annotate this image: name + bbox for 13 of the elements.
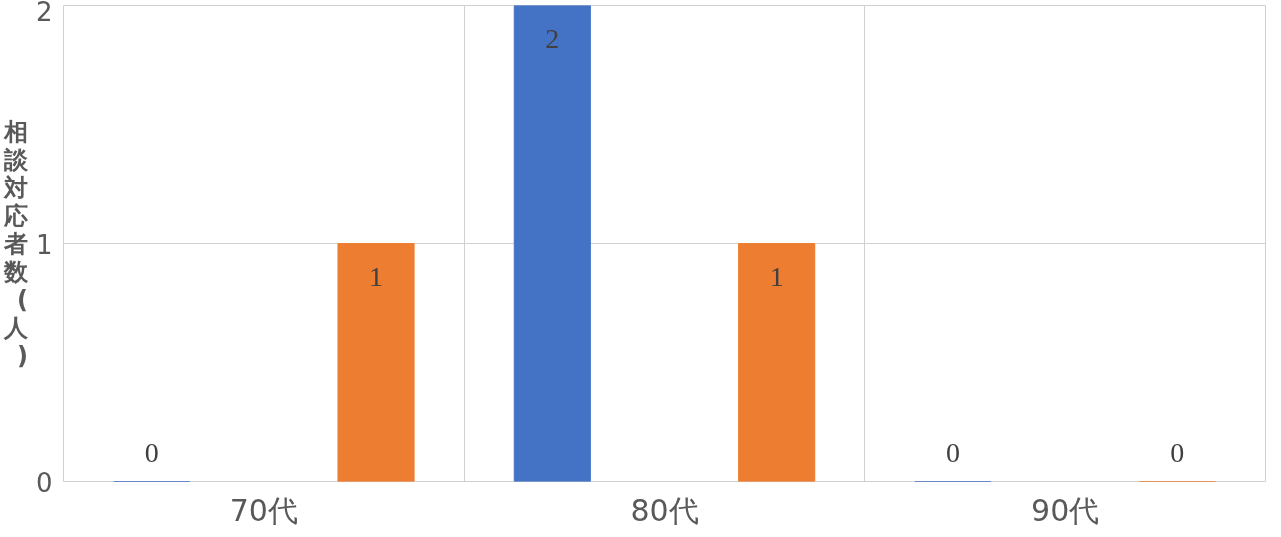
y-tick-label: 1 [35,229,53,260]
text: 相談対応者数(人) [3,117,28,370]
y-tick-label: 0 [35,467,53,498]
data-label: 0 [144,436,159,468]
y-tick-label: 2 [35,0,53,27]
x-tick-label: 70代 [229,492,298,528]
data-label: 0 [1170,436,1185,468]
data-label: 0 [945,436,960,468]
x-tick-label: 80代 [630,492,699,528]
x-tick-label: 90代 [1031,492,1100,528]
data-label: 2 [545,22,560,54]
data-label: 1 [769,260,784,292]
data-label: 1 [369,260,384,292]
